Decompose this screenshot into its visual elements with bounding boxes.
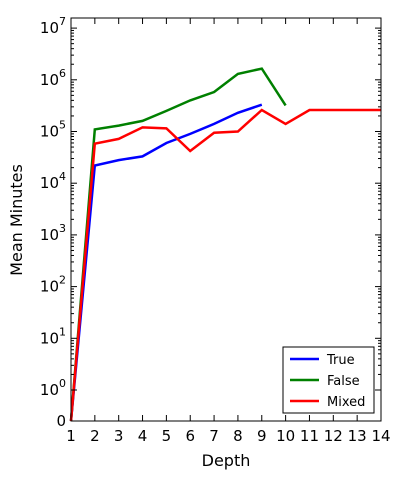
y-tick-base: 10 [40, 278, 59, 296]
x-tick-label: 7 [209, 427, 219, 445]
y-tick-label: 0 [56, 412, 66, 430]
y-tick-exponent: 2 [59, 274, 66, 287]
legend-label-true: True [326, 353, 355, 368]
y-tick-label: 101 [40, 325, 66, 347]
x-tick-label: 4 [138, 427, 148, 445]
x-tick-label: 14 [371, 427, 390, 445]
y-tick-label: 106 [40, 67, 66, 89]
y-tick-exponent: 4 [59, 170, 66, 183]
y-tick-exponent: 3 [59, 222, 66, 235]
x-tick-label: 10 [276, 427, 295, 445]
y-tick-exponent: 1 [59, 325, 66, 338]
x-tick-label: 3 [114, 427, 124, 445]
x-tick-label: 5 [162, 427, 172, 445]
y-tick-exponent: 7 [59, 15, 66, 28]
y-tick-base: 10 [40, 226, 59, 244]
y-tick-label: 103 [40, 222, 66, 244]
legend-label-mixed: Mixed [327, 395, 365, 410]
series-line-true [69, 103, 263, 422]
y-tick-exponent: 6 [59, 67, 66, 80]
y-tick-base: 0 [56, 412, 66, 430]
y-tick-label: 107 [40, 15, 66, 37]
y-tick-label: 104 [40, 170, 66, 192]
y-tick-exponent: 0 [59, 377, 66, 390]
y-tick-base: 10 [40, 329, 59, 347]
series-line-false [69, 67, 287, 422]
x-tick-label: 13 [348, 427, 367, 445]
y-tick-base: 10 [40, 174, 59, 192]
y-axis-label: Mean Minutes [7, 164, 26, 276]
legend-label-false: False [327, 374, 360, 389]
x-tick-label: 11 [300, 427, 319, 445]
series-line-mixed [69, 108, 381, 422]
y-tick-exponent: 5 [59, 119, 66, 132]
x-tick-label: 6 [185, 427, 195, 445]
y-tick-label: 105 [40, 119, 66, 141]
y-tick-base: 10 [40, 381, 59, 399]
plot-marks [69, 67, 381, 422]
x-tick-label: 2 [90, 427, 100, 445]
y-tick-base: 10 [40, 123, 59, 141]
y-tick-label: 100 [40, 377, 66, 399]
y-tick-label: 102 [40, 274, 66, 296]
y-tick-base: 10 [40, 19, 59, 37]
x-tick-label: 9 [257, 427, 267, 445]
x-tick-label: 8 [233, 427, 243, 445]
legend: True False Mixed [282, 346, 375, 414]
x-axis-label: Depth [202, 451, 251, 470]
x-tick-label: 12 [324, 427, 343, 445]
x-axis-ticks: 1 2 3 4 5 6 7 8 9 10 11 12 13 14 [66, 18, 391, 445]
x-tick-label: 1 [66, 427, 76, 445]
y-tick-base: 10 [40, 71, 59, 89]
